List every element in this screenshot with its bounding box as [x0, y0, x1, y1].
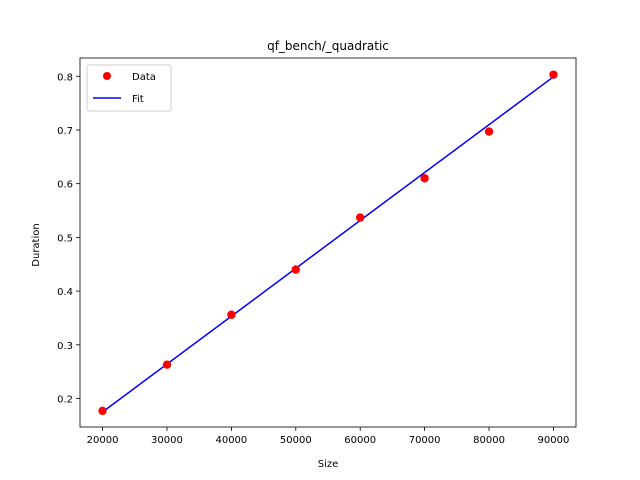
legend-data-label: Data: [132, 72, 156, 83]
legend-fit-label: Fit: [132, 94, 144, 105]
chart-title: qf_bench/_quadratic: [267, 39, 389, 53]
y-tick-label: 0.8: [57, 72, 73, 83]
x-tick-label: 20000: [87, 435, 119, 446]
y-tick-label: 0.6: [57, 180, 73, 191]
x-tick-label: 90000: [538, 435, 570, 446]
series-layer: [98, 70, 558, 416]
y-tick-label: 0.7: [57, 126, 73, 137]
data-point: [484, 127, 494, 136]
x-tick-label: 80000: [473, 435, 505, 446]
data-point: [549, 70, 558, 79]
axes-frame: [79, 57, 577, 428]
x-tick-label: 50000: [280, 435, 312, 446]
x-tick-label: 40000: [215, 435, 247, 446]
data-point: [291, 265, 300, 274]
y-tick-label: 0.3: [57, 341, 73, 352]
data-point: [162, 360, 172, 369]
y-axis-ticks: 0.2 0.3 0.4 0.5 0.6 0.7 0.8: [57, 72, 80, 406]
x-tick-label: 60000: [344, 435, 376, 446]
data-point: [420, 174, 429, 183]
legend: Data Fit: [86, 64, 172, 112]
x-axis-label: Size: [318, 459, 339, 470]
y-tick-label: 0.4: [57, 287, 73, 298]
fit-line: [102, 76, 554, 413]
plot-area: 20000 30000 40000 50000 60000 70000 80000 90000…: [57, 57, 577, 446]
data-point: [98, 406, 107, 416]
y-tick-label: 0.2: [57, 395, 73, 406]
data-point: [227, 310, 236, 319]
x-tick-label: 70000: [409, 435, 441, 446]
x-axis-ticks: 20000 30000 40000 50000 60000 70000 80000 90000: [87, 427, 570, 446]
y-tick-label: 0.5: [57, 233, 73, 244]
x-tick-label: 30000: [151, 435, 183, 446]
legend-data-marker: [103, 72, 111, 80]
legend-box: [86, 64, 172, 112]
data-point: [356, 213, 365, 222]
y-axis-label: Duration: [31, 223, 42, 266]
